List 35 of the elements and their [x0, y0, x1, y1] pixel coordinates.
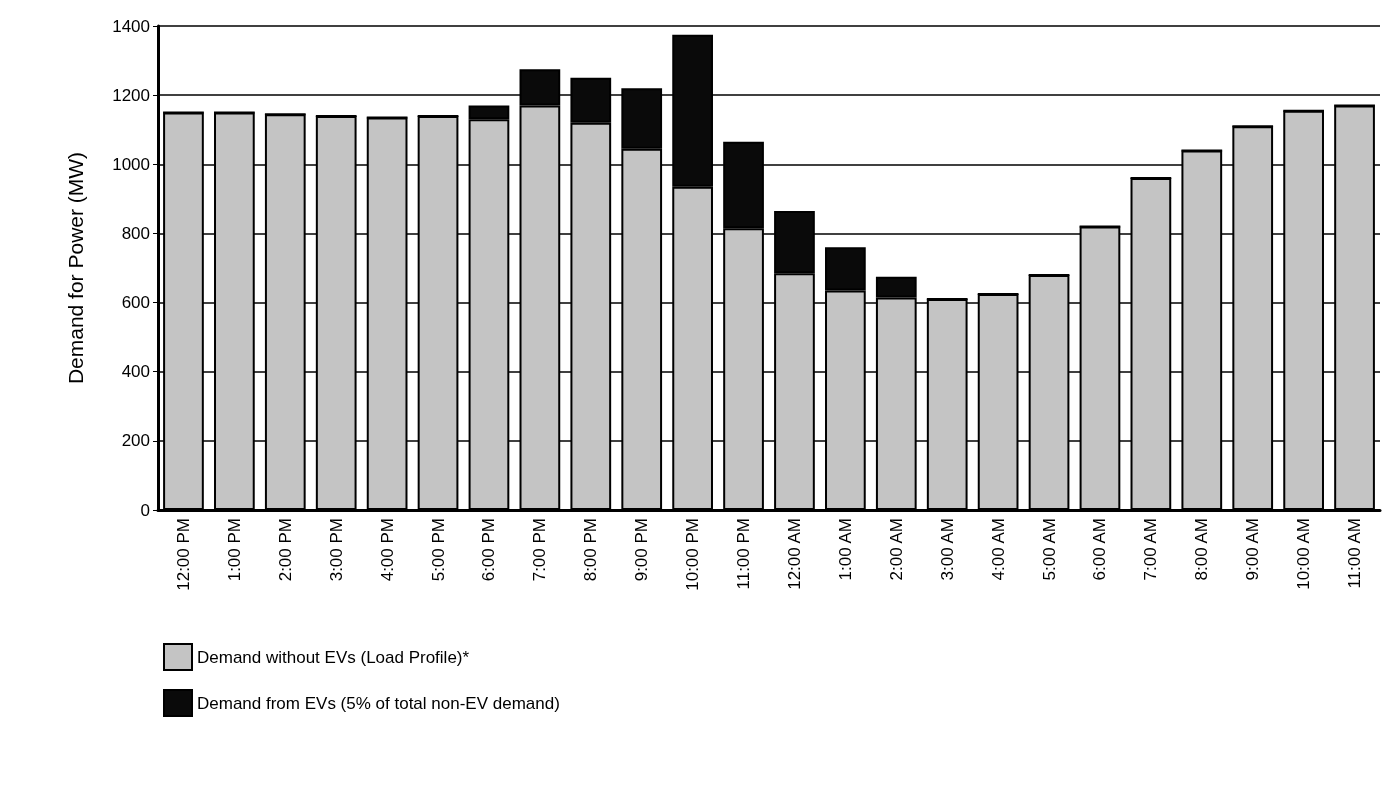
x-tick-label: 9:00 AM — [1243, 518, 1263, 581]
x-tick-label: 4:00 PM — [377, 518, 397, 582]
x-tick-label: 12:00 PM — [173, 518, 193, 591]
x-tick-label: 1:00 AM — [835, 518, 855, 581]
x-tick-label: 8:00 PM — [581, 518, 601, 582]
x-tick-label: 9:00 PM — [632, 518, 652, 582]
y-tick-label: 1200 — [112, 85, 150, 105]
x-tick-label: 2:00 PM — [275, 518, 295, 582]
x-tick-label: 6:00 PM — [479, 518, 499, 582]
x-tick-label: 12:00 AM — [784, 518, 804, 590]
y-tick-label: 600 — [121, 293, 150, 313]
x-tick-label: 7:00 AM — [1141, 518, 1161, 581]
x-tick-label: 1:00 PM — [224, 518, 244, 582]
x-tick-label: 4:00 AM — [988, 518, 1008, 581]
x-tick-label: 5:00 PM — [428, 518, 448, 582]
y-tick-label: 800 — [121, 223, 150, 243]
legend-label: Demand without EVs (Load Profile)* — [197, 647, 470, 667]
legend-label: Demand from EVs (5% of total non-EV demand) — [197, 693, 560, 713]
x-tick-label: 7:00 PM — [530, 518, 550, 582]
x-tick-label: 6:00 AM — [1090, 518, 1110, 581]
x-tick-label: 2:00 AM — [886, 518, 906, 581]
y-tick-label: 400 — [121, 362, 150, 382]
x-tick-label: 11:00 PM — [734, 518, 754, 590]
x-tick-label: 10:00 AM — [1294, 518, 1314, 590]
x-tick-label: 11:00 AM — [1345, 518, 1365, 589]
x-tick-label: 3:00 AM — [937, 518, 957, 581]
y-tick-label: 1400 — [112, 16, 150, 36]
x-tick-label: 8:00 AM — [1192, 518, 1212, 581]
x-tick-label: 5:00 AM — [1039, 518, 1059, 581]
x-tick-label: 10:00 PM — [683, 518, 703, 591]
y-tick-label: 0 — [140, 500, 150, 520]
x-tick-label: 3:00 PM — [326, 518, 346, 582]
y-axis-title: Demand for Power (MW) — [64, 151, 87, 385]
y-tick-label: 200 — [121, 431, 150, 451]
y-tick-label: 1000 — [112, 154, 150, 174]
